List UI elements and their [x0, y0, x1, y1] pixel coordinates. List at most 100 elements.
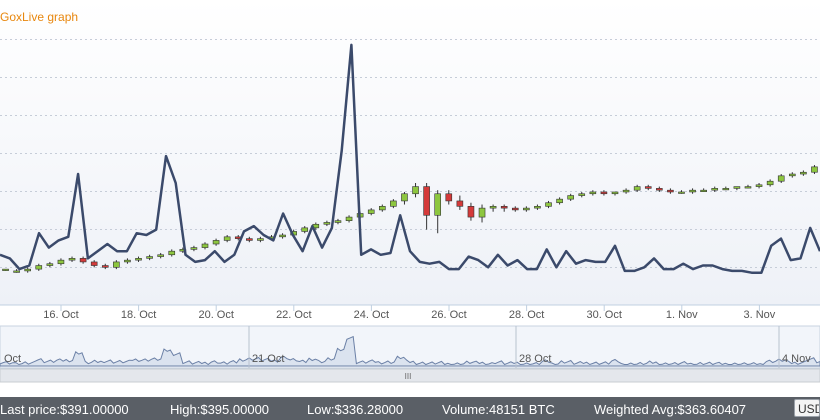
candle-up — [800, 171, 807, 175]
candle-down — [667, 189, 674, 193]
price-chart[interactable]: 16. Oct 18. Oct 20. Oct 22. Oct 24. Oct 26. O… — [0, 0, 820, 396]
x-tick-label: 28. Oct — [509, 309, 544, 321]
candle-up — [545, 202, 552, 207]
candle-up — [711, 188, 719, 191]
candle-down — [467, 206, 475, 218]
candle-up — [334, 220, 342, 223]
candle-up — [35, 265, 43, 270]
x-tick-label: 22. Oct — [276, 309, 311, 321]
candle-down — [90, 261, 98, 266]
x-tick-label: 26. Oct — [431, 309, 466, 321]
candle-up — [611, 191, 619, 195]
candle-up — [678, 191, 685, 194]
candle-up — [135, 258, 142, 261]
candle-up — [412, 186, 419, 195]
x-tick-label: 20. Oct — [198, 309, 233, 321]
last-price: Last price:$391.00000 — [0, 402, 129, 417]
candle-up — [567, 195, 574, 200]
candle-up — [578, 193, 586, 196]
line-series — [0, 43, 820, 274]
navigator-label: 28 Oct — [519, 353, 551, 365]
x-tick-label: 24. Oct — [354, 309, 389, 321]
candle-up — [68, 258, 76, 261]
candlestick-series — [2, 165, 818, 273]
candle-up — [633, 186, 641, 191]
candle-up — [523, 207, 530, 211]
candle-down — [600, 191, 608, 195]
candle-up — [201, 243, 209, 248]
currency-select[interactable]: USD — [794, 399, 820, 417]
x-axis-ticks: 16. Oct 18. Oct 20. Oct 22. Oct 24. Oct 26. O… — [43, 305, 776, 321]
candle-up — [401, 193, 408, 202]
candle-down — [500, 206, 508, 209]
candle-up — [434, 193, 442, 216]
candle-up — [2, 268, 9, 271]
candle-down — [656, 188, 663, 191]
candle-up — [700, 189, 707, 192]
candle-up — [257, 238, 264, 241]
x-tick-label: 1. Nov — [666, 309, 698, 321]
high-price: High:$395.00000 — [170, 402, 270, 417]
candle-up — [489, 206, 497, 209]
x-tick-label: 16. Oct — [43, 309, 78, 321]
candle-up — [556, 198, 563, 204]
navigator-label: 21 Oct — [252, 353, 284, 365]
candle-up — [622, 189, 630, 193]
candle-up — [367, 209, 375, 214]
candle-up — [301, 227, 309, 232]
volume: Volume:48151 BTC — [442, 402, 555, 417]
candle-up — [113, 261, 120, 268]
navigator-scrollbar[interactable] — [0, 368, 820, 383]
candle-up — [390, 200, 397, 207]
candle-up — [766, 180, 774, 186]
candle-up — [323, 222, 331, 225]
candle-up — [57, 259, 65, 265]
candle-up — [378, 206, 386, 211]
x-tick-label: 18. Oct — [121, 309, 156, 321]
candle-up — [345, 216, 353, 221]
candle-up — [279, 234, 286, 238]
low-price: Low:$336.28000 — [307, 402, 404, 417]
candle-down — [511, 207, 519, 211]
candle-up — [689, 189, 696, 193]
candle-up — [589, 191, 597, 195]
candle-up — [755, 184, 763, 187]
candle-up — [733, 186, 741, 189]
candle-up — [24, 268, 32, 272]
candle-up — [157, 254, 164, 257]
candle-up — [13, 270, 20, 273]
candle-down — [101, 265, 109, 268]
candle-up — [223, 236, 231, 241]
candle-up — [744, 186, 752, 189]
x-tick-label: 3. Nov — [744, 309, 776, 321]
navigator-labels: Oct 21 Oct 28 Oct 4 Nov — [4, 326, 811, 368]
weighted-average: Weighted Avg:$363.60407 — [594, 402, 747, 417]
candle-down — [456, 200, 464, 207]
chart-title: GoxLive graph — [0, 10, 79, 24]
candle-up — [478, 207, 486, 218]
candle-up — [788, 173, 796, 177]
candle-down — [79, 258, 87, 263]
chart-area[interactable]: 16. Oct 18. Oct 20. Oct 22. Oct 24. Oct 26. O… — [0, 0, 820, 396]
candle-down — [423, 186, 430, 216]
plot-background — [0, 0, 820, 305]
candle-up — [777, 175, 785, 182]
candle-up — [811, 166, 818, 173]
navigator-background — [0, 325, 820, 369]
navigator-label: 4 Nov — [782, 353, 811, 365]
candle-up — [722, 188, 730, 191]
candle-up — [124, 259, 131, 263]
candle-up — [146, 256, 153, 259]
grid-lines — [0, 39, 820, 268]
candle-up — [46, 263, 54, 266]
status-bar: Last price:$391.00000 High:$395.00000 Lo… — [0, 397, 820, 420]
candle-up — [534, 206, 541, 209]
navigator[interactable]: Oct 21 Oct 28 Oct 4 Nov III — [0, 325, 820, 383]
candle-up — [212, 240, 220, 245]
candle-up — [190, 247, 198, 250]
candle-up — [168, 250, 176, 256]
scrollbar-handle-grip[interactable]: III — [405, 372, 412, 381]
candle-down — [644, 186, 652, 189]
navigator-series — [0, 335, 820, 367]
navigator-label: Oct — [4, 353, 21, 365]
